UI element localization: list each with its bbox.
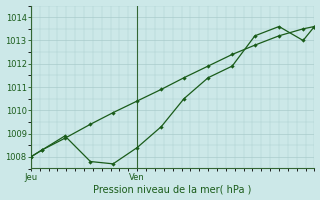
X-axis label: Pression niveau de la mer( hPa ): Pression niveau de la mer( hPa ) — [93, 184, 252, 194]
